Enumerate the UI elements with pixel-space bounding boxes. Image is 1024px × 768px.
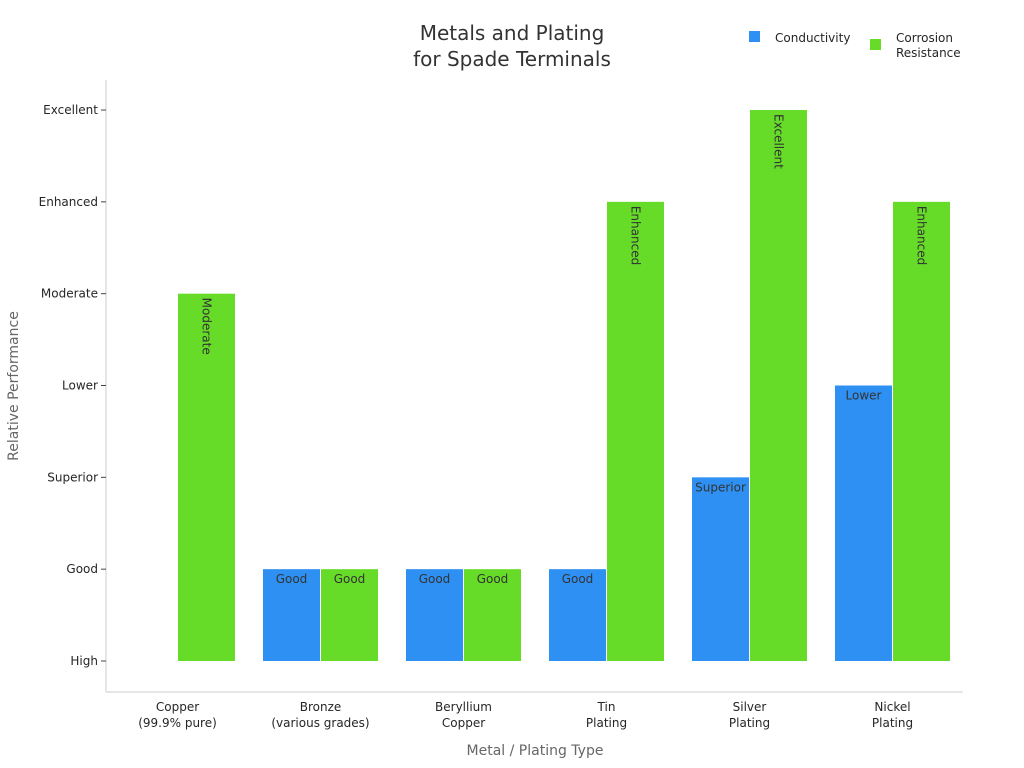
chart-title-line: Metals and Plating bbox=[420, 21, 605, 45]
bar bbox=[750, 110, 807, 661]
bar-label: Good bbox=[276, 572, 308, 586]
y-axis-title: Relative Performance bbox=[6, 311, 22, 461]
y-axis-ticks: High Good Superior Lower Moderate Enhanced Exc… bbox=[39, 103, 106, 668]
bar bbox=[406, 569, 463, 661]
bar-label: Enhanced bbox=[629, 206, 643, 265]
x-tick-label: Nickel Plating bbox=[872, 700, 913, 730]
x-axis-ticks: Copper (99.9% pure) Bronze (various grades)… bbox=[138, 700, 913, 730]
bar bbox=[263, 569, 320, 661]
y-tick-label: Lower bbox=[62, 379, 98, 393]
bar bbox=[464, 569, 521, 661]
chart-title-line: for Spade Terminals bbox=[413, 47, 611, 71]
legend-label: Conductivity bbox=[775, 31, 850, 45]
bar-label: Good bbox=[334, 572, 366, 586]
legend-label: Corrosion Resistance bbox=[896, 31, 961, 60]
y-tick-label: Excellent bbox=[43, 103, 98, 117]
bar bbox=[607, 201, 664, 661]
x-tick-label: Silver Plating bbox=[729, 700, 770, 730]
legend-swatch bbox=[870, 39, 881, 50]
legend-swatch bbox=[749, 31, 760, 42]
y-tick-label: Enhanced bbox=[39, 195, 98, 209]
bar bbox=[692, 477, 749, 661]
bar-label: Superior bbox=[695, 480, 746, 494]
x-tick-label: Tin Plating bbox=[586, 700, 627, 730]
bars: Moderate Good Good Good Good Good Enhanced Supe… bbox=[178, 110, 950, 661]
bar bbox=[893, 201, 950, 661]
y-tick-label: Moderate bbox=[41, 287, 98, 301]
bar-label: Enhanced bbox=[915, 206, 929, 265]
bar bbox=[178, 293, 235, 661]
bar bbox=[321, 569, 378, 661]
x-tick-label: Bronze (various grades) bbox=[271, 700, 369, 730]
bar bbox=[549, 569, 606, 661]
bar-label: Moderate bbox=[200, 298, 214, 355]
bar-label: Lower bbox=[846, 389, 882, 403]
bar bbox=[835, 385, 892, 661]
x-axis-title: Metal / Plating Type bbox=[467, 743, 604, 759]
y-tick-label: High bbox=[70, 654, 98, 668]
bar-label: Good bbox=[419, 572, 451, 586]
bar-label: Excellent bbox=[772, 114, 786, 169]
x-tick-label: Copper (99.9% pure) bbox=[138, 700, 217, 730]
legend: Conductivity Corrosion Resistance bbox=[749, 31, 961, 60]
bar-label: Good bbox=[562, 572, 594, 586]
y-tick-label: Good bbox=[66, 562, 98, 576]
bar-label: Good bbox=[477, 572, 509, 586]
x-tick-label: Beryllium Copper bbox=[435, 700, 492, 730]
y-tick-label: Superior bbox=[47, 470, 98, 484]
